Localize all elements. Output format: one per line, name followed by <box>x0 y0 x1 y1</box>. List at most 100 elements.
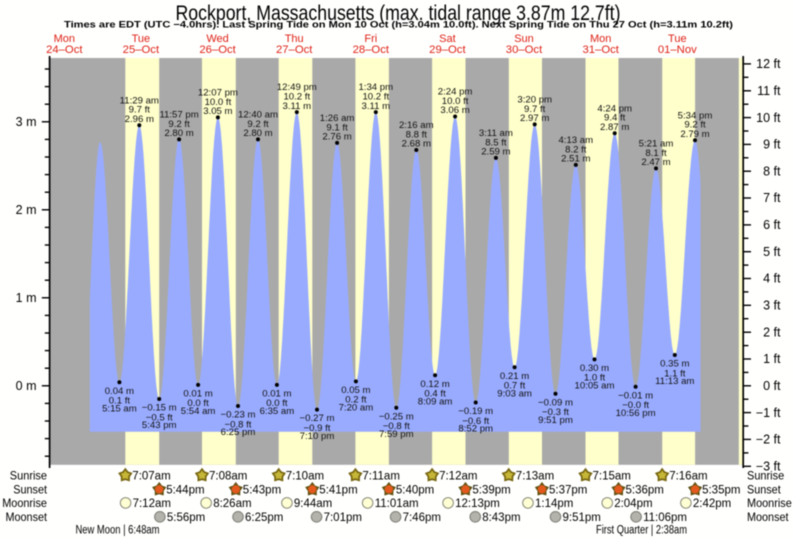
svg-text:10.0 ft: 10.0 ft <box>442 96 469 107</box>
svg-text:0.21 m: 0.21 m <box>500 371 529 382</box>
svg-text:Moonset: Moonset <box>6 510 48 524</box>
svg-text:2.59 m: 2.59 m <box>481 147 510 158</box>
svg-text:7:12am: 7:12am <box>133 498 171 510</box>
svg-text:0.12 m: 0.12 m <box>420 379 449 390</box>
svg-text:−0.5 ft: −0.5 ft <box>146 412 173 423</box>
svg-text:−0.8 ft: −0.8 ft <box>225 419 252 430</box>
svg-text:Sun: Sun <box>514 33 534 45</box>
svg-text:2:04pm: 2:04pm <box>614 498 652 510</box>
svg-text:7:01pm: 7:01pm <box>324 512 362 524</box>
svg-text:7:08am: 7:08am <box>209 471 247 483</box>
svg-text:24–Oct: 24–Oct <box>46 44 83 56</box>
svg-text:2.79 m: 2.79 m <box>680 129 709 140</box>
svg-text:3.05 m: 3.05 m <box>203 106 232 117</box>
svg-text:6:35 am: 6:35 am <box>260 406 295 417</box>
svg-text:5:36pm: 5:36pm <box>626 485 664 497</box>
svg-text:1.1 ft: 1.1 ft <box>664 368 686 379</box>
svg-text:2.68 m: 2.68 m <box>402 139 431 150</box>
svg-text:3 m: 3 m <box>16 115 37 129</box>
svg-text:12 ft: 12 ft <box>756 57 781 71</box>
svg-text:10.2 ft: 10.2 ft <box>362 92 389 103</box>
svg-text:5:43pm: 5:43pm <box>243 485 281 497</box>
svg-text:2.47 m: 2.47 m <box>641 157 670 168</box>
svg-text:4:13 am: 4:13 am <box>558 135 593 146</box>
svg-text:12:07 pm: 12:07 pm <box>198 88 238 99</box>
svg-text:26–Oct: 26–Oct <box>199 44 236 56</box>
svg-text:0.0 ft: 0.0 ft <box>266 398 288 409</box>
svg-text:2 m: 2 m <box>16 203 37 217</box>
svg-text:5:21 am: 5:21 am <box>639 139 674 150</box>
svg-text:3:20 pm: 3:20 pm <box>517 95 552 106</box>
svg-text:7:46pm: 7:46pm <box>403 512 441 524</box>
svg-text:28–Oct: 28–Oct <box>353 44 390 56</box>
svg-text:0.35 m: 0.35 m <box>660 359 689 370</box>
svg-text:11:13 am: 11:13 am <box>655 376 694 387</box>
svg-text:10:56 pm: 10:56 pm <box>616 408 656 419</box>
svg-text:1:34 pm: 1:34 pm <box>358 82 393 93</box>
svg-text:Wed: Wed <box>206 33 228 45</box>
svg-text:−0.6 ft: −0.6 ft <box>462 416 489 427</box>
svg-text:1:14pm: 1:14pm <box>535 498 573 510</box>
svg-text:5:37pm: 5:37pm <box>549 485 587 497</box>
svg-text:0.0 ft: 0.0 ft <box>187 398 209 409</box>
svg-text:Fri: Fri <box>364 33 377 45</box>
svg-text:Sunrise: Sunrise <box>747 469 784 483</box>
svg-text:2:42pm: 2:42pm <box>693 498 731 510</box>
svg-text:Sunset: Sunset <box>13 483 47 497</box>
svg-text:7 ft: 7 ft <box>763 191 781 205</box>
svg-text:Moonrise: Moonrise <box>2 496 47 510</box>
svg-text:2.80 m: 2.80 m <box>243 128 272 139</box>
svg-text:Mon: Mon <box>590 33 611 45</box>
svg-text:0.01 m: 0.01 m <box>262 389 291 400</box>
svg-text:11:57 pm: 11:57 pm <box>159 110 198 121</box>
svg-text:11:01am: 11:01am <box>375 498 419 510</box>
svg-text:−0.8 ft: −0.8 ft <box>383 421 410 432</box>
svg-text:11:06pm: 11:06pm <box>643 512 687 524</box>
svg-text:12:13pm: 12:13pm <box>455 498 500 510</box>
svg-text:0.30 m: 0.30 m <box>580 363 609 374</box>
svg-text:7:20 am: 7:20 am <box>339 403 374 414</box>
svg-text:2.51 m: 2.51 m <box>561 154 590 165</box>
svg-text:6:25pm: 6:25pm <box>245 512 283 524</box>
svg-text:4:24 pm: 4:24 pm <box>597 103 632 114</box>
svg-text:8.5 ft: 8.5 ft <box>485 137 507 148</box>
svg-text:5 ft: 5 ft <box>763 245 781 259</box>
svg-text:9.2 ft: 9.2 ft <box>247 119 269 130</box>
svg-text:5:39pm: 5:39pm <box>472 485 510 497</box>
svg-text:2.76 m: 2.76 m <box>322 132 351 143</box>
svg-text:3.11 m: 3.11 m <box>282 101 311 112</box>
svg-text:12:49 pm: 12:49 pm <box>277 82 317 93</box>
svg-text:3.11 m: 3.11 m <box>361 101 390 112</box>
svg-text:2.96 m: 2.96 m <box>125 114 154 125</box>
svg-text:7:11am: 7:11am <box>362 471 400 483</box>
svg-text:7:15am: 7:15am <box>593 471 631 483</box>
svg-text:8 ft: 8 ft <box>763 164 781 178</box>
svg-text:9.2 ft: 9.2 ft <box>168 119 190 130</box>
svg-text:11:29 am: 11:29 am <box>120 95 159 106</box>
svg-text:6:25 pm: 6:25 pm <box>221 427 256 438</box>
svg-text:12:40 am: 12:40 am <box>238 110 278 121</box>
svg-text:2.80 m: 2.80 m <box>164 128 193 139</box>
svg-text:8.2 ft: 8.2 ft <box>565 144 587 155</box>
svg-text:First Quarter | 2:38am: First Quarter | 2:38am <box>596 524 687 536</box>
svg-text:0.1 ft: 0.1 ft <box>109 396 131 407</box>
svg-text:9:03 am: 9:03 am <box>497 389 532 400</box>
svg-text:7:12am: 7:12am <box>439 471 477 483</box>
svg-text:2:16 am: 2:16 am <box>399 120 434 131</box>
svg-text:10 ft: 10 ft <box>756 111 781 125</box>
svg-text:0 m: 0 m <box>16 379 37 393</box>
svg-text:5:54 am: 5:54 am <box>181 406 216 417</box>
svg-text:3.06 m: 3.06 m <box>440 105 469 116</box>
svg-text:10.0 ft: 10.0 ft <box>205 97 232 108</box>
svg-text:−0.23 m: −0.23 m <box>221 410 256 421</box>
svg-text:−0.19 m: −0.19 m <box>458 406 493 417</box>
svg-text:2:24 pm: 2:24 pm <box>438 87 473 98</box>
svg-text:11 ft: 11 ft <box>757 84 781 98</box>
svg-text:0.04 m: 0.04 m <box>105 386 134 397</box>
svg-text:9.4 ft: 9.4 ft <box>604 113 626 124</box>
svg-text:1 m: 1 m <box>16 291 37 305</box>
svg-text:Moonset: Moonset <box>747 510 789 524</box>
svg-text:−1 ft: −1 ft <box>756 406 781 420</box>
svg-text:Sunrise: Sunrise <box>10 469 47 483</box>
svg-text:6 ft: 6 ft <box>763 218 781 232</box>
